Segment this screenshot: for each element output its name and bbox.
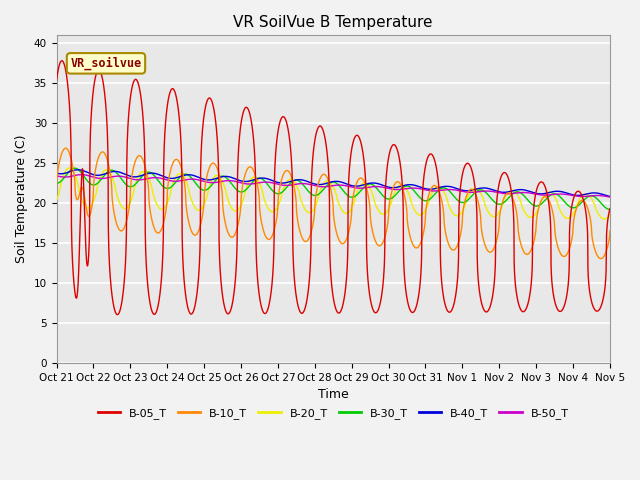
Text: VR_soilvue: VR_soilvue <box>70 57 141 70</box>
X-axis label: Time: Time <box>318 388 349 401</box>
Title: VR SoilVue B Temperature: VR SoilVue B Temperature <box>234 15 433 30</box>
Y-axis label: Soil Temperature (C): Soil Temperature (C) <box>15 135 28 264</box>
Legend: B-05_T, B-10_T, B-20_T, B-30_T, B-40_T, B-50_T: B-05_T, B-10_T, B-20_T, B-30_T, B-40_T, … <box>93 403 573 423</box>
